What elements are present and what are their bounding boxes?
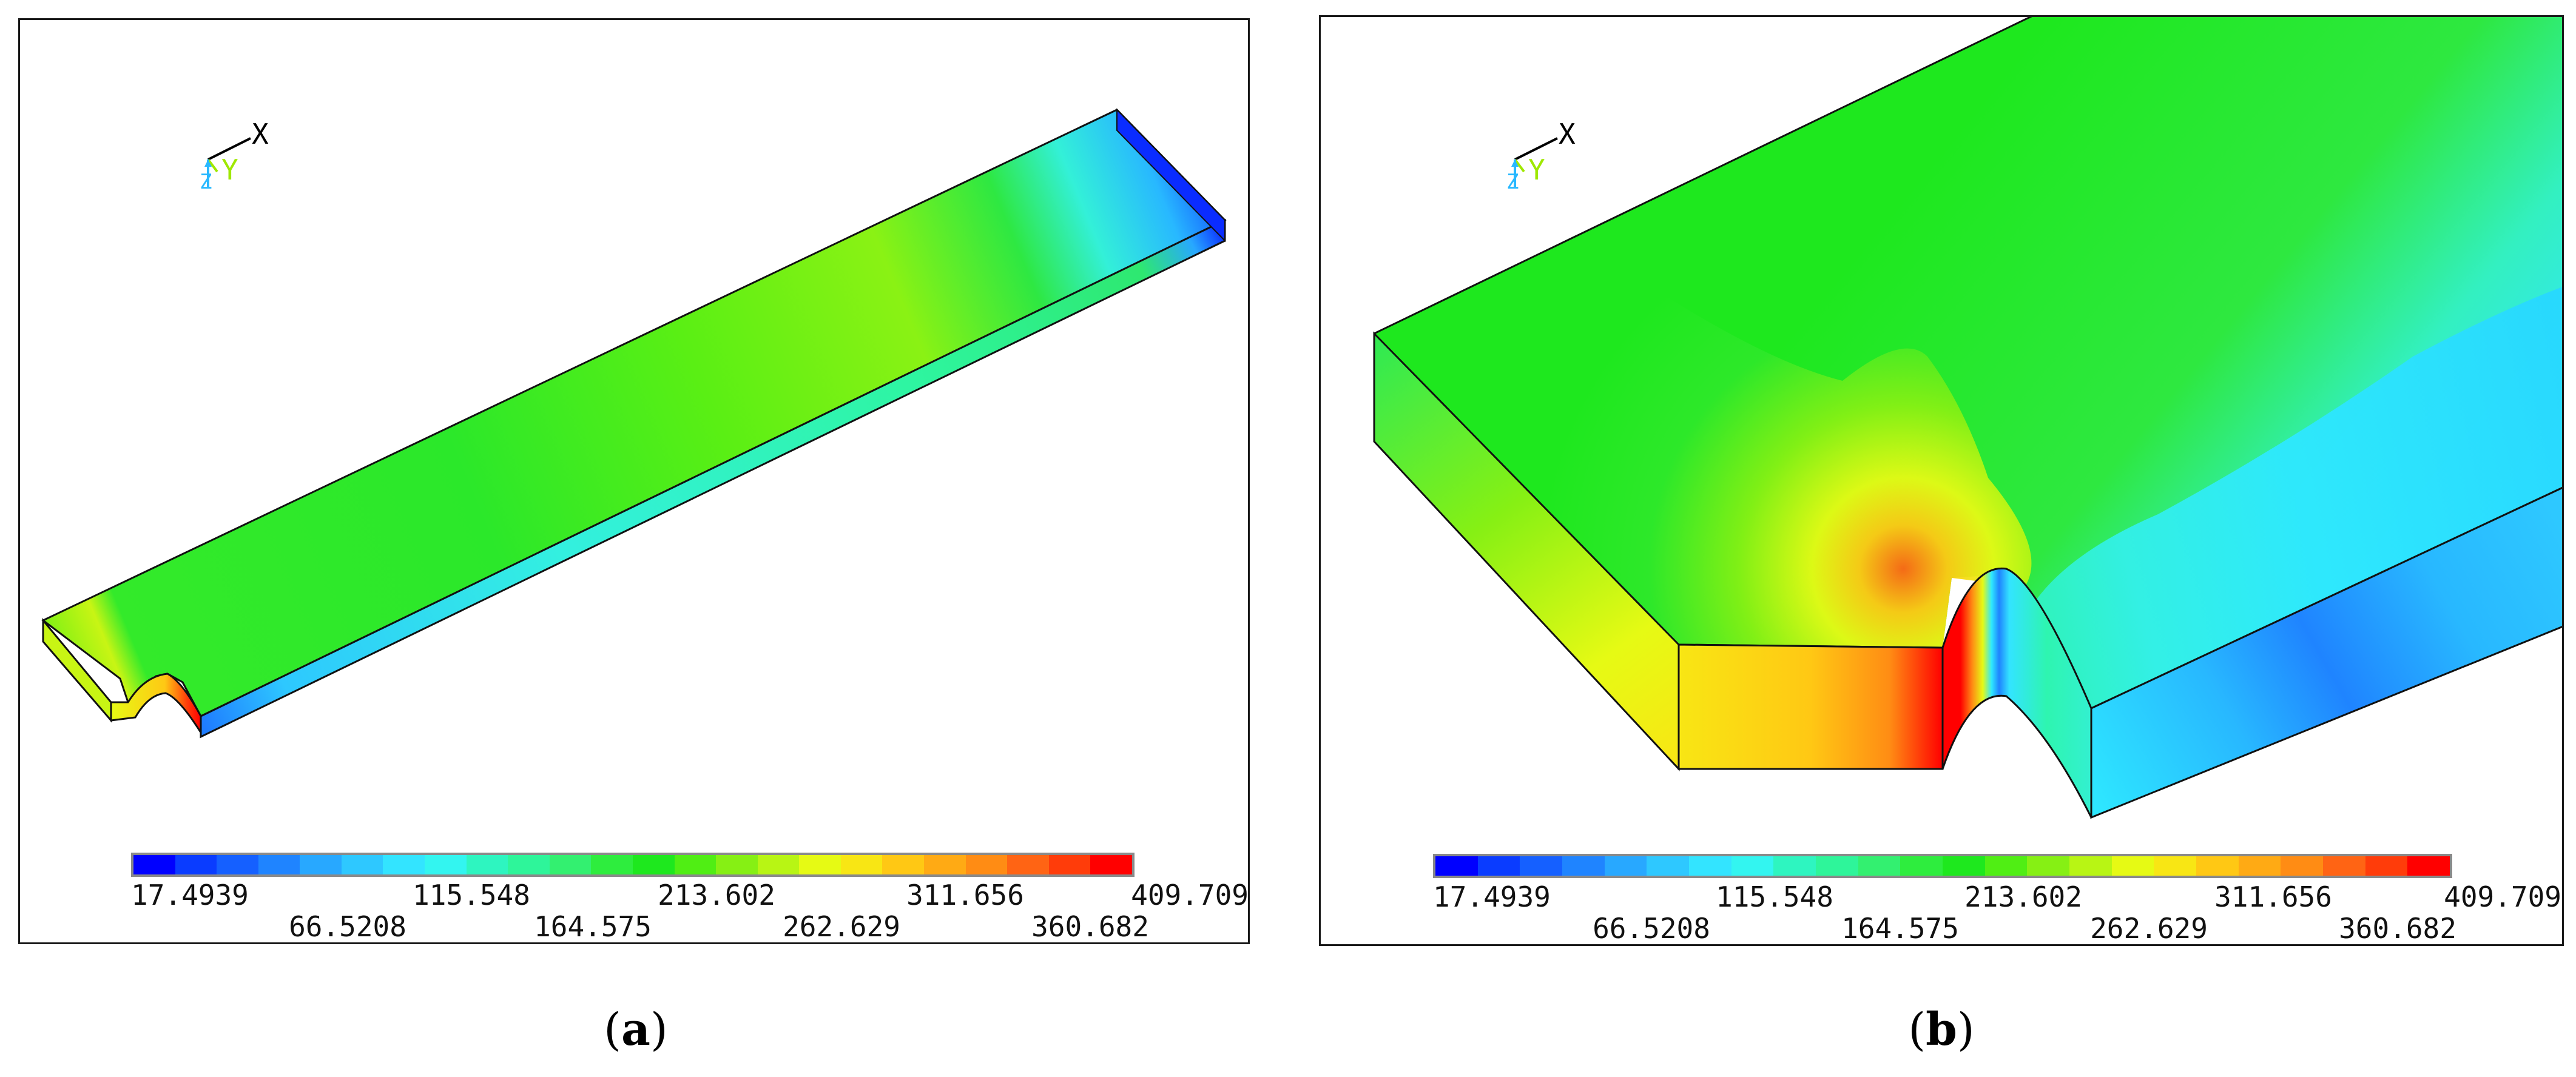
color-scale-segment	[1562, 856, 1605, 876]
scale-tick-label: 311.656	[906, 879, 1024, 911]
color-scale-segment	[549, 855, 592, 874]
color-scale-segment	[2323, 856, 2365, 876]
axis-triad-icon	[1511, 137, 1558, 187]
color-scale-segment	[2407, 856, 2450, 876]
color-scale-segment	[1984, 856, 2028, 876]
axis-label-y: Y	[1528, 153, 1545, 186]
color-scale-segment	[840, 855, 883, 874]
color-scale-segment	[2281, 856, 2324, 876]
panel-caption-b: (b)	[1908, 1004, 1975, 1056]
contour-plot-overview	[41, 108, 1227, 739]
stress-concentration-zone	[1374, 235, 2032, 648]
plate-front-right-face	[2090, 486, 2562, 819]
color-scale-segment	[632, 855, 675, 874]
color-scale-segment	[2154, 856, 2197, 876]
scale-tick-label: 262.629	[783, 910, 900, 943]
axis-triad-icon	[204, 137, 251, 187]
panel-a: X Y Z 17.4939 115.548 213.602 311.656 40…	[18, 18, 1250, 944]
color-scale-segment	[1900, 856, 1943, 876]
color-scale-segment	[1435, 856, 1478, 876]
axis-label-x: X	[252, 118, 269, 150]
color-scale-segment	[425, 855, 467, 874]
scale-tick-label: 115.548	[413, 879, 530, 911]
color-scale-segment	[1048, 855, 1091, 874]
color-scale-segment	[508, 855, 550, 874]
low-stress-zone	[2037, 287, 2562, 708]
scale-tick-label: 115.548	[1716, 881, 1833, 913]
color-scale-segment	[258, 855, 300, 874]
color-scale-segment	[591, 855, 633, 874]
color-scale-segment	[674, 855, 716, 874]
color-scale-segment	[2069, 856, 2112, 876]
axis-label-z: Z	[200, 170, 212, 194]
panel-caption-a: (a)	[604, 1004, 668, 1056]
panel-b: X Y Z 17.4939 115.548 213.602 311.656 40…	[1319, 15, 2564, 946]
color-scale-segment	[882, 855, 924, 874]
color-scale-segment	[2196, 856, 2239, 876]
plate-right-end-face	[1116, 108, 1226, 243]
color-scale-segment	[217, 855, 258, 874]
color-scale-segment	[133, 855, 175, 874]
plate-front-left-face	[1677, 643, 1944, 770]
scale-tick-label: 213.602	[658, 879, 775, 911]
color-scale-segment	[2238, 856, 2281, 876]
color-scale-segment	[1689, 856, 1731, 876]
scale-tick-label: 66.5208	[1593, 912, 1710, 945]
color-scale-segment	[1647, 856, 1690, 876]
color-scale-segment	[716, 855, 758, 874]
scale-tick-label: 360.682	[1031, 910, 1149, 943]
color-scale-segment	[1816, 856, 1858, 876]
axis-label-x: X	[1559, 118, 1576, 150]
color-scale-segment	[1604, 856, 1647, 876]
color-scale-segment	[1520, 856, 1563, 876]
color-scale-segment	[1858, 856, 1901, 876]
color-scale-segment	[341, 855, 383, 874]
color-scale-segment	[1007, 855, 1049, 874]
axis-label-y: Y	[221, 153, 238, 186]
scale-tick-label: 17.4939	[131, 879, 249, 911]
color-scale-bar	[131, 853, 1135, 877]
color-scale-segment	[2111, 856, 2154, 876]
color-scale-segment	[1090, 855, 1132, 874]
scale-tick-label: 17.4939	[1433, 881, 1551, 913]
axis-triad: X Y Z	[1491, 111, 1588, 202]
scale-tick-label: 262.629	[2090, 912, 2208, 945]
scale-tick-label: 164.575	[534, 910, 652, 943]
color-scale-segment	[466, 855, 508, 874]
color-scale-segment	[965, 855, 1008, 874]
color-scale-segment	[1943, 856, 1985, 876]
contour-plot-detail	[1373, 17, 2562, 819]
color-scale-segment	[175, 855, 217, 874]
scale-tick-label: 66.5208	[289, 910, 406, 943]
scale-tick-label: 360.682	[2339, 912, 2456, 945]
color-scale-segment	[2365, 856, 2408, 876]
axis-label-z: Z	[1506, 170, 1519, 194]
color-scale-segment	[1477, 856, 1520, 876]
scale-tick-label: 409.709	[1131, 879, 1249, 911]
color-scale-segment	[1773, 856, 1816, 876]
color-scale-segment	[383, 855, 425, 874]
color-scale-segment	[1731, 856, 1774, 876]
scale-tick-label: 213.602	[1964, 881, 2082, 913]
color-scale-segment	[757, 855, 800, 874]
color-scale-segment	[923, 855, 966, 874]
color-scale-segment	[799, 855, 841, 874]
color-scale-segment	[2027, 856, 2070, 876]
scale-tick-label: 409.709	[2444, 881, 2561, 913]
axis-triad: X Y Z	[184, 111, 281, 202]
color-scale-bar	[1433, 854, 2452, 878]
scale-tick-label: 311.656	[2214, 881, 2332, 913]
color-scale-segment	[300, 855, 342, 874]
scale-tick-label: 164.575	[1841, 912, 1959, 945]
